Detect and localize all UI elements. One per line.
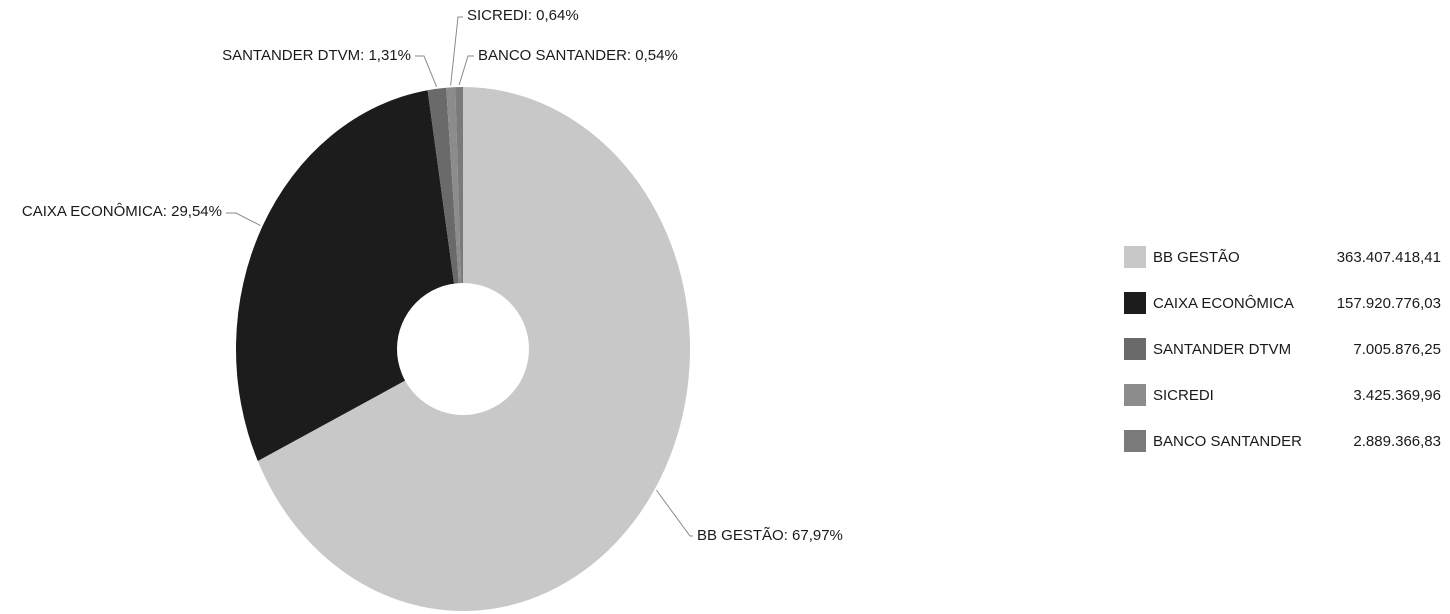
legend-swatch <box>1124 246 1146 268</box>
legend-swatch <box>1124 292 1146 314</box>
donut-slices <box>236 87 690 611</box>
leader-line <box>656 489 693 537</box>
legend-value: 7.005.876,25 <box>1353 340 1441 358</box>
legend-name: BANCO SANTANDER <box>1153 432 1302 450</box>
slice-label: CAIXA ECONÔMICA: 29,54% <box>22 203 222 220</box>
donut-chart: BB GESTÃO: 67,97% CAIXA ECONÔMICA: 29,54%… <box>22 7 843 611</box>
legend-value: 3.425.369,96 <box>1353 386 1441 404</box>
slice-label: BB GESTÃO: 67,97% <box>697 527 843 544</box>
legend-name: SANTANDER DTVM <box>1153 340 1292 358</box>
legend-value: 157.920.776,03 <box>1336 294 1441 312</box>
legend-name: SICREDI <box>1153 386 1214 404</box>
slice-labels: BB GESTÃO: 67,97% CAIXA ECONÔMICA: 29,54%… <box>22 7 843 544</box>
legend-item: CAIXA ECONÔMICA 157.920.776,03 <box>1124 280 1441 326</box>
legend: BB GESTÃO 363.407.418,41 CAIXA ECONÔMICA 15… <box>1124 234 1441 464</box>
slice-label: SANTANDER DTVM: 1,31% <box>222 47 411 64</box>
legend-item: SICREDI 3.425.369,96 <box>1124 372 1441 418</box>
legend-name: CAIXA ECONÔMICA <box>1153 294 1294 312</box>
leader-line <box>458 55 474 86</box>
legend-swatch <box>1124 338 1146 360</box>
legend-item: SANTANDER DTVM 7.005.876,25 <box>1124 326 1441 372</box>
donut-hole <box>397 283 529 415</box>
leader-line <box>415 55 438 87</box>
leader-lines <box>226 16 693 537</box>
leader-line <box>226 212 261 227</box>
legend-item: BANCO SANTANDER 2.889.366,83 <box>1124 418 1441 464</box>
leader-line <box>450 16 463 86</box>
legend-swatch <box>1124 384 1146 406</box>
legend-name: BB GESTÃO <box>1153 248 1240 266</box>
legend-value: 2.889.366,83 <box>1353 432 1441 450</box>
slice-label: BANCO SANTANDER: 0,54% <box>478 47 678 64</box>
legend-swatch <box>1124 430 1146 452</box>
legend-value: 363.407.418,41 <box>1336 248 1441 266</box>
slice-label: SICREDI: 0,64% <box>467 7 579 24</box>
legend-item: BB GESTÃO 363.407.418,41 <box>1124 234 1441 280</box>
